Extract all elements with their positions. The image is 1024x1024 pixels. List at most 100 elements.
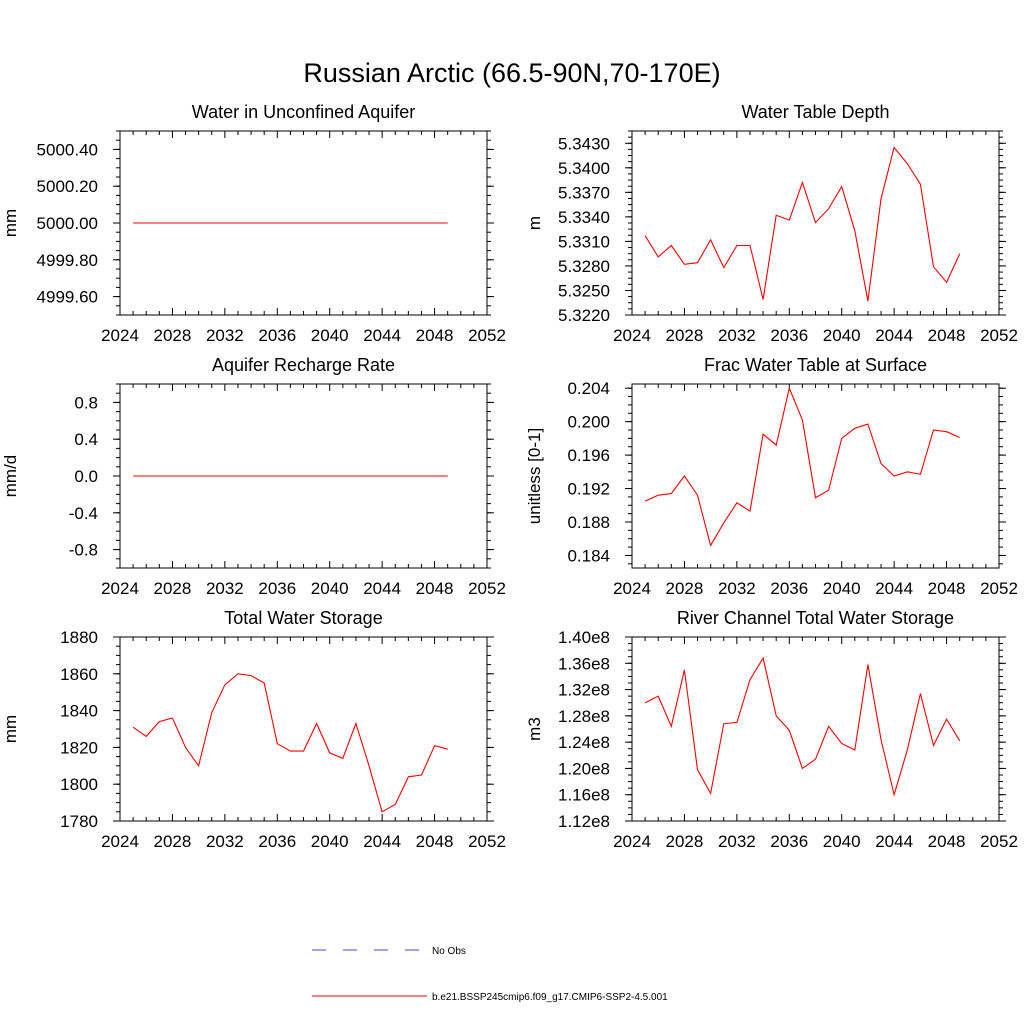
y-tick-label: 0.204 (567, 379, 610, 398)
x-tick-label: 2044 (363, 832, 401, 851)
x-tick-label: 2032 (718, 326, 756, 345)
y-tick-label: 5.3370 (558, 183, 610, 202)
chart-title: River Channel Total Water Storage (677, 608, 954, 628)
x-tick-label: 2048 (928, 579, 966, 598)
chart-panel-6: River Channel Total Water Storage 2024 202… (525, 608, 1018, 851)
x-tick-label: 2048 (416, 832, 454, 851)
x-tick-label: 2032 (206, 579, 244, 598)
x-tick-label: 2024 (613, 326, 651, 345)
y-tick-label: 1.28e8 (558, 707, 610, 726)
x-tick-label: 2028 (154, 579, 192, 598)
y-tick-label: 1880 (60, 628, 98, 647)
chart-panels: Water in Unconfined Aquifer 2024 2028 2032 2… (1, 102, 1018, 851)
y-tick-label: 5000.40 (37, 140, 98, 159)
y-tick-label: 5.3310 (558, 232, 610, 251)
chart-panel-2: Water Table Depth 2024 2028 2032 2036 2040 204… (525, 102, 1018, 345)
x-tick-label: 2024 (613, 832, 651, 851)
y-tick-label: 1.20e8 (558, 759, 610, 778)
x-tick-label: 2036 (770, 832, 808, 851)
x-tick-label: 2048 (928, 832, 966, 851)
legend-label-model-run: b.e21.BSSP245cmip6.f09_g17.CMIP6-SSP2-4.… (432, 992, 668, 1003)
x-tick-label: 2040 (311, 832, 349, 851)
chart-title: Frac Water Table at Surface (704, 355, 927, 375)
x-tick-label: 2040 (823, 326, 861, 345)
y-tick-label: 5.3280 (558, 257, 610, 276)
x-tick-label: 2048 (928, 326, 966, 345)
x-tick-label: 2036 (258, 832, 296, 851)
y-tick-label: 1780 (60, 812, 98, 831)
y-tick-label: -0.8 (69, 541, 98, 560)
chart-panel-5: Total Water Storage 2024 2028 2032 2036 2040 2… (1, 608, 506, 851)
y-tick-label: 1.36e8 (558, 654, 610, 673)
chart-title: Aquifer Recharge Rate (212, 355, 395, 375)
y-tick-label: 1800 (60, 775, 98, 794)
legend-label-no-obs: No Obs (432, 946, 466, 957)
x-tick-label: 2036 (258, 326, 296, 345)
x-tick-label: 2048 (416, 579, 454, 598)
figure-title: Russian Arctic (66.5-90N,70-170E) (303, 58, 720, 88)
x-tick-label: 2044 (363, 579, 401, 598)
y-tick-label: 5.3340 (558, 208, 610, 227)
x-tick-label: 2052 (980, 832, 1018, 851)
chart-title: Water in Unconfined Aquifer (192, 102, 415, 122)
y-tick-label: 0.196 (567, 446, 610, 465)
y-tick-label: 0.4 (74, 430, 98, 449)
chart-title: Water Table Depth (741, 102, 889, 122)
y-tick-label: 5000.20 (37, 177, 98, 196)
y-tick-label: 4999.60 (37, 288, 98, 307)
y-tick-label: 0.8 (74, 393, 98, 412)
x-tick-label: 2052 (980, 326, 1018, 345)
series-line (644, 386, 960, 547)
x-tick-label: 2052 (980, 579, 1018, 598)
x-tick-label: 2032 (718, 579, 756, 598)
x-tick-label: 2036 (770, 326, 808, 345)
y-tick-label: 5.3430 (558, 134, 610, 153)
x-tick-label: 2036 (770, 579, 808, 598)
x-tick-label: 2024 (101, 579, 139, 598)
y-tick-label: 0.0 (74, 467, 98, 486)
y-tick-label: 1820 (60, 738, 98, 757)
chart-panel-3: Aquifer Recharge Rate 2024 2028 2032 2036 204… (1, 355, 506, 598)
y-axis-label: unitless [0-1] (525, 428, 544, 524)
chart-title: Total Water Storage (224, 608, 382, 628)
y-tick-label: 5.3250 (558, 281, 610, 300)
x-tick-label: 2028 (154, 832, 192, 851)
chart-panel-1: Water in Unconfined Aquifer 2024 2028 2032 2… (1, 102, 506, 345)
x-tick-label: 2028 (154, 326, 192, 345)
y-tick-label: 5000.00 (37, 214, 98, 233)
x-tick-label: 2036 (258, 579, 296, 598)
y-tick-label: -0.4 (69, 504, 98, 523)
x-tick-label: 2044 (875, 832, 913, 851)
y-axis-label: mm (1, 209, 20, 237)
y-tick-label: 0.188 (567, 513, 610, 532)
x-tick-label: 2032 (206, 326, 244, 345)
x-tick-label: 2040 (823, 832, 861, 851)
y-tick-label: 1.16e8 (558, 786, 610, 805)
y-axis-label: mm/d (1, 455, 20, 498)
y-tick-label: 5.3220 (558, 306, 610, 325)
x-tick-label: 2044 (875, 579, 913, 598)
legend: No Obs b.e21.BSSP245cmip6.f09_g17.CMIP6-… (312, 946, 668, 1003)
x-tick-label: 2044 (363, 326, 401, 345)
x-tick-label: 2044 (875, 326, 913, 345)
y-tick-label: 1.32e8 (558, 681, 610, 700)
x-tick-label: 2040 (823, 579, 861, 598)
series-line (644, 146, 961, 302)
x-tick-label: 2028 (666, 579, 704, 598)
y-tick-label: 1860 (60, 665, 98, 684)
x-tick-label: 2048 (416, 326, 454, 345)
chart-panel-4: Frac Water Table at Surface 2024 2028 2032 2… (525, 355, 1018, 598)
y-tick-label: 1.24e8 (558, 733, 610, 752)
x-tick-label: 2032 (718, 832, 756, 851)
y-tick-label: 1.40e8 (558, 628, 610, 647)
series-line (132, 673, 448, 813)
x-tick-label: 2040 (311, 579, 349, 598)
y-axis-label: m (525, 216, 544, 230)
x-tick-label: 2052 (468, 326, 506, 345)
y-tick-label: 0.192 (567, 480, 610, 499)
x-tick-label: 2024 (101, 326, 139, 345)
y-tick-label: 0.200 (567, 413, 610, 432)
x-tick-label: 2040 (311, 326, 349, 345)
x-tick-label: 2028 (666, 326, 704, 345)
y-tick-label: 1.12e8 (558, 812, 610, 831)
